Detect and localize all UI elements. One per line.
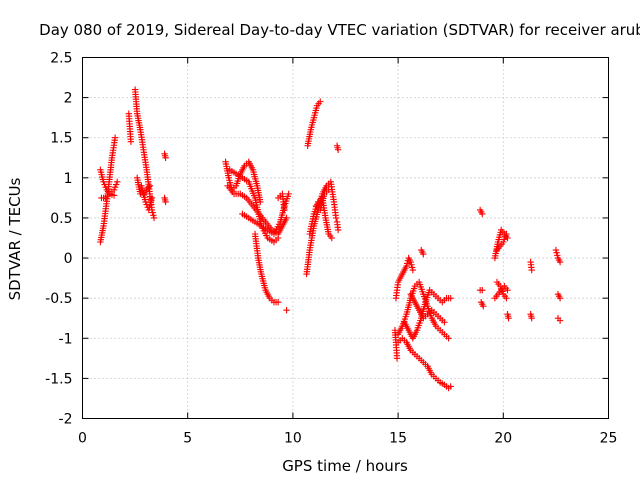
data-point: [505, 315, 512, 322]
data-point: [556, 294, 564, 302]
data-point: [334, 146, 342, 153]
data-point: [283, 214, 290, 222]
y-tick-label: 2.5: [50, 51, 72, 67]
data-point: [162, 198, 169, 206]
x-tick-label: 0: [78, 431, 87, 447]
data-point: [504, 286, 511, 294]
x-tick-label: 10: [284, 431, 302, 447]
data-point: [447, 294, 454, 302]
data-point: [162, 154, 169, 161]
y-tick-label: 0: [64, 251, 73, 267]
data-point: [285, 190, 292, 198]
data-point: [317, 98, 324, 105]
data-point: [409, 266, 417, 274]
data-point: [441, 319, 448, 326]
data-point: [281, 206, 288, 214]
grid-layer: [82, 57, 609, 419]
y-tick-label: 2: [64, 91, 73, 107]
data-point: [283, 307, 290, 314]
data-point: [274, 234, 282, 242]
data-point: [479, 286, 486, 294]
data-point: [528, 315, 535, 322]
data-point: [420, 250, 427, 258]
y-tick-label: -0.5: [45, 291, 72, 307]
data-point: [479, 210, 486, 218]
y-tick-label: 1: [64, 171, 73, 187]
y-axis-label: SDTVAR / TECUs: [6, 177, 24, 300]
data-point: [332, 214, 340, 222]
data-point: [447, 383, 454, 390]
chart-title: Day 080 of 2019, Sidereal Day-to-day VTE…: [39, 21, 640, 39]
data-point: [111, 134, 119, 141]
y-tick-label: -1.5: [45, 371, 72, 387]
data-point: [528, 266, 535, 274]
data-point: [127, 138, 135, 145]
data-point: [328, 234, 336, 242]
x-tick-label: 15: [389, 431, 407, 447]
data-points: [97, 86, 564, 392]
data-point: [480, 302, 487, 310]
data-point: [325, 186, 332, 194]
data-point: [110, 192, 118, 199]
plot-frame: [82, 57, 609, 419]
data-point: [274, 298, 282, 306]
y-tick-label: -1: [59, 331, 73, 347]
data-point: [556, 317, 564, 324]
data-point: [114, 178, 121, 186]
data-point: [150, 214, 158, 222]
data-point: [556, 258, 564, 266]
data-point: [334, 226, 342, 234]
y-tick-label: -2: [59, 412, 73, 428]
data-point: [445, 335, 452, 342]
tick-layer: 0 5 10 15 20 25 -2 -1.5 -1 -0.5 0 0.5 1 1.5 2 2.5: [45, 51, 617, 447]
y-tick-label: 0.5: [50, 211, 72, 227]
data-point: [257, 198, 264, 206]
data-point: [503, 230, 510, 238]
data-point: [393, 355, 401, 362]
x-tick-label: 5: [183, 431, 192, 447]
x-axis-label: GPS time / hours: [282, 457, 408, 475]
x-tick-label: 25: [600, 431, 618, 447]
data-point: [146, 182, 154, 190]
y-tick-label: 1.5: [50, 131, 72, 147]
data-point: [503, 294, 510, 302]
data-point: [148, 194, 156, 202]
x-tick-label: 20: [494, 431, 512, 447]
